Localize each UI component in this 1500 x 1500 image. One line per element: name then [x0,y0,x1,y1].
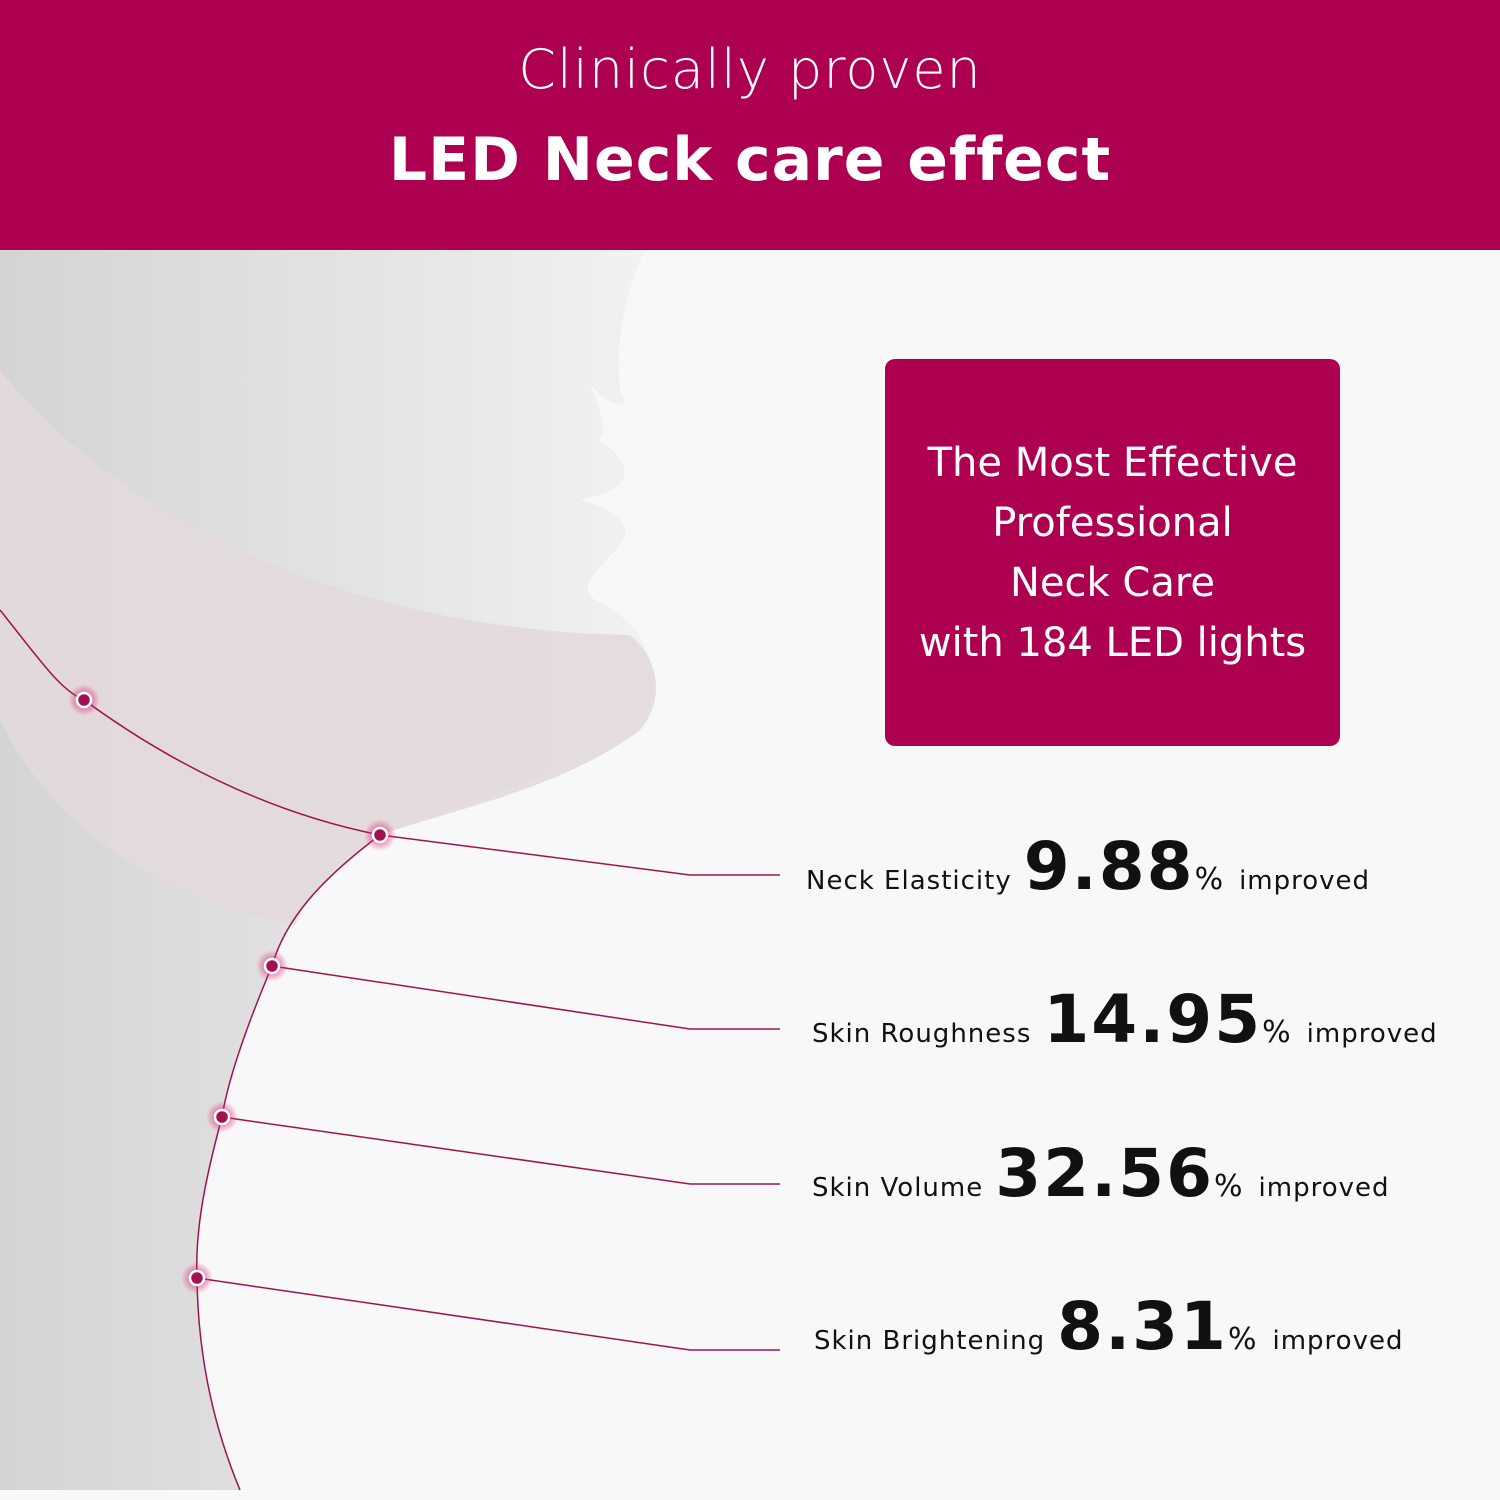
stat-suffix: improved [1306,1019,1438,1049]
marker-dot [181,1262,213,1294]
callout-line: Professional [992,499,1233,546]
stat-skin-brightening: Skin Brightening 8.31 % improved [814,1288,1403,1365]
stat-unit: % [1194,862,1224,897]
leader-line-volume [221,1116,780,1185]
stat-label: Skin Brightening [814,1326,1046,1356]
stat-unit: % [1262,1015,1291,1050]
callout-box: The Most Effective Professional Neck Car… [885,359,1340,746]
marker-dot [364,819,396,851]
stat-label: Neck Elasticity [806,866,1012,896]
stat-skin-volume: Skin Volume 32.56 % improved [812,1135,1389,1212]
header-banner: Clinically proven LED Neck care effect [0,0,1500,250]
marker-dot [206,1101,238,1133]
stat-value: 32.56 [995,1135,1214,1212]
stat-value: 14.95 [1043,981,1263,1058]
callout-line: The Most Effective [927,439,1298,486]
stat-suffix: improved [1239,866,1371,896]
header-title: LED Neck care effect [388,125,1112,195]
neck-illustration [0,250,780,1491]
stat-skin-roughness: Skin Roughness 14.95 % improved [812,981,1438,1058]
leader-line-roughness [271,965,780,1030]
callout-line: Neck Care [1009,559,1216,606]
stat-neck-elasticity: Neck Elasticity 9.88 % improved [806,828,1370,905]
marker-dot [256,950,288,982]
stat-label: Skin Volume [812,1173,984,1203]
stat-value: 8.31 [1057,1288,1228,1365]
leader-line-elasticity [379,834,780,876]
leader-line-brightening [196,1277,780,1351]
stat-suffix: improved [1258,1173,1390,1203]
header-subtitle: Clinically proven [518,38,982,101]
stat-suffix: improved [1272,1326,1404,1356]
stat-value: 9.88 [1023,828,1195,905]
stat-unit: % [1227,1322,1257,1357]
treatment-band [0,370,657,925]
stat-label: Skin Roughness [812,1019,1032,1049]
stat-unit: % [1214,1169,1243,1204]
marker-dot [68,684,100,716]
marker-dots [68,684,396,1294]
callout-line: with 184 LED lights [918,619,1307,666]
